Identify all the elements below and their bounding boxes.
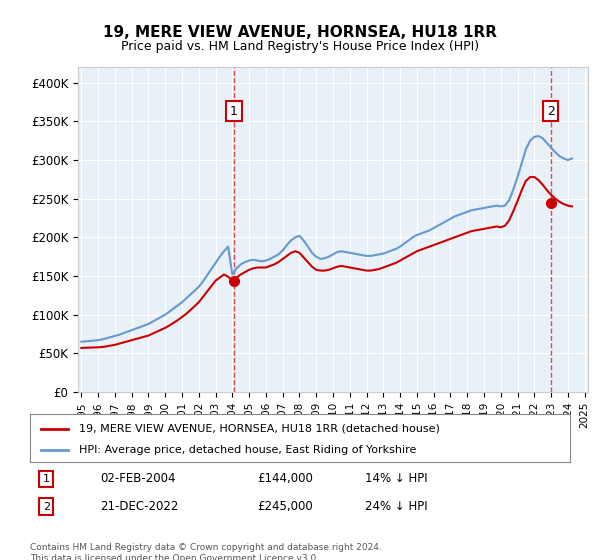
Text: 1: 1 [43,474,50,484]
Text: £144,000: £144,000 [257,473,313,486]
Text: 19, MERE VIEW AVENUE, HORNSEA, HU18 1RR (detached house): 19, MERE VIEW AVENUE, HORNSEA, HU18 1RR … [79,424,439,433]
Text: 2: 2 [43,502,50,512]
Text: Contains HM Land Registry data © Crown copyright and database right 2024.
This d: Contains HM Land Registry data © Crown c… [30,543,382,560]
Text: Price paid vs. HM Land Registry's House Price Index (HPI): Price paid vs. HM Land Registry's House … [121,40,479,53]
Text: 24% ↓ HPI: 24% ↓ HPI [365,500,427,513]
Text: 14% ↓ HPI: 14% ↓ HPI [365,473,427,486]
Text: 02-FEB-2004: 02-FEB-2004 [100,473,176,486]
Text: 19, MERE VIEW AVENUE, HORNSEA, HU18 1RR: 19, MERE VIEW AVENUE, HORNSEA, HU18 1RR [103,25,497,40]
Text: HPI: Average price, detached house, East Riding of Yorkshire: HPI: Average price, detached house, East… [79,445,416,455]
Text: £245,000: £245,000 [257,500,313,513]
Text: 1: 1 [230,105,238,118]
Text: 2: 2 [547,105,554,118]
Text: 21-DEC-2022: 21-DEC-2022 [100,500,179,513]
